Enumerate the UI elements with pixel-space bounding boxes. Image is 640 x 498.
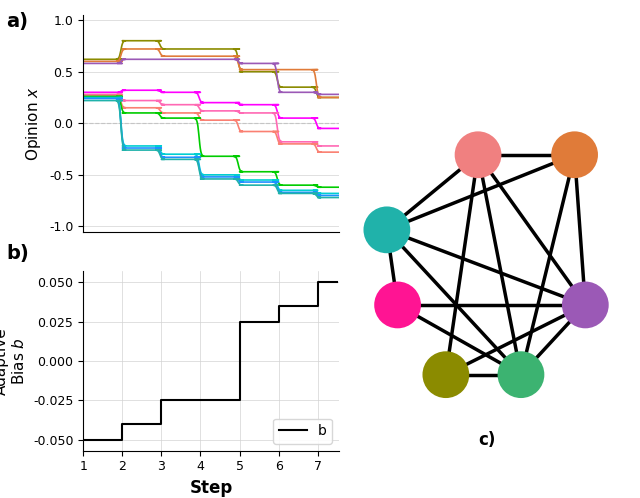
Circle shape (424, 353, 468, 397)
Text: a): a) (6, 12, 28, 31)
X-axis label: Step: Step (189, 479, 233, 497)
Circle shape (365, 208, 409, 252)
Circle shape (499, 353, 543, 397)
Circle shape (376, 283, 420, 327)
Y-axis label: Adaptive
Bias $b$: Adaptive Bias $b$ (0, 327, 28, 395)
Y-axis label: Opinion $x$: Opinion $x$ (24, 86, 44, 161)
Circle shape (456, 133, 500, 177)
Circle shape (563, 283, 607, 327)
Text: c): c) (479, 431, 496, 449)
Legend: b: b (273, 419, 332, 444)
Text: b): b) (6, 244, 29, 263)
Circle shape (552, 133, 596, 177)
